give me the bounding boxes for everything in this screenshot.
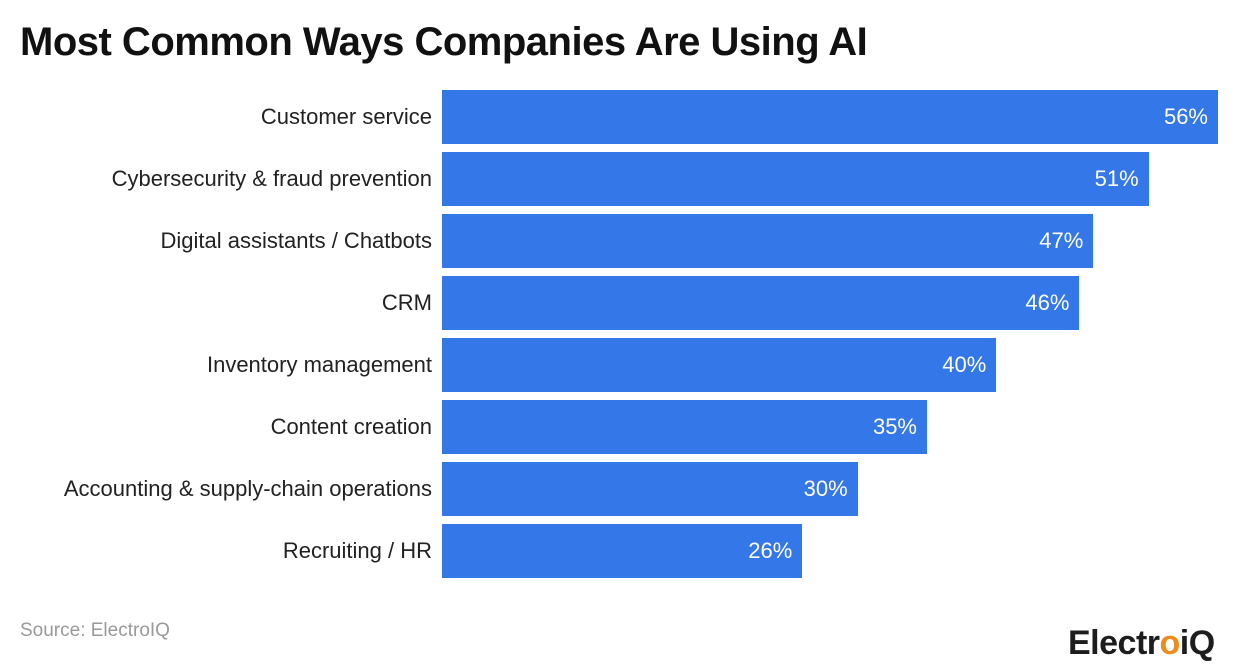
category-label: Cybersecurity & fraud prevention: [111, 166, 432, 191]
bar-row: Inventory management 40%: [0, 338, 1240, 392]
bar-row: Customer service 56%: [0, 90, 1240, 144]
data-label: 35%: [872, 414, 917, 439]
data-label: 56%: [1163, 104, 1208, 129]
bar-row: CRM 46%: [0, 276, 1240, 330]
category-label: Content creation: [270, 414, 432, 439]
data-label: 30%: [803, 476, 848, 501]
bar: 47%: [442, 214, 1094, 268]
category-label: Digital assistants / Chatbots: [160, 228, 432, 253]
bar-row: Content creation 35%: [0, 400, 1240, 454]
data-label: 47%: [1039, 228, 1084, 253]
bar: 26%: [442, 524, 803, 578]
bar-row: Accounting & supply-chain operations 30%: [0, 462, 1240, 516]
bar: 40%: [442, 338, 997, 392]
category-label: Accounting & supply-chain operations: [63, 476, 432, 501]
bar-row: Digital assistants / Chatbots 47%: [0, 214, 1240, 268]
data-label: 26%: [748, 538, 793, 563]
electroiq-logo: ElectroiQ: [1068, 624, 1215, 662]
bar: 30%: [442, 462, 858, 516]
category-label: Recruiting / HR: [282, 538, 432, 563]
bar: 35%: [442, 400, 927, 454]
bar-row: Cybersecurity & fraud prevention 51%: [0, 152, 1240, 206]
bar-row: Recruiting / HR 26%: [0, 524, 1240, 578]
bar: 46%: [442, 276, 1080, 330]
chart-title: Most Common Ways Companies Are Using AI: [20, 20, 868, 64]
category-label: CRM: [381, 290, 432, 315]
bar: 56%: [442, 90, 1218, 144]
data-label: 40%: [942, 352, 987, 377]
category-label: Inventory management: [206, 352, 432, 377]
data-label: 51%: [1094, 166, 1139, 191]
data-label: 46%: [1025, 290, 1070, 315]
source-note: Source: ElectroIQ: [20, 620, 170, 641]
bar: 51%: [442, 152, 1149, 206]
category-label: Customer service: [260, 104, 432, 129]
